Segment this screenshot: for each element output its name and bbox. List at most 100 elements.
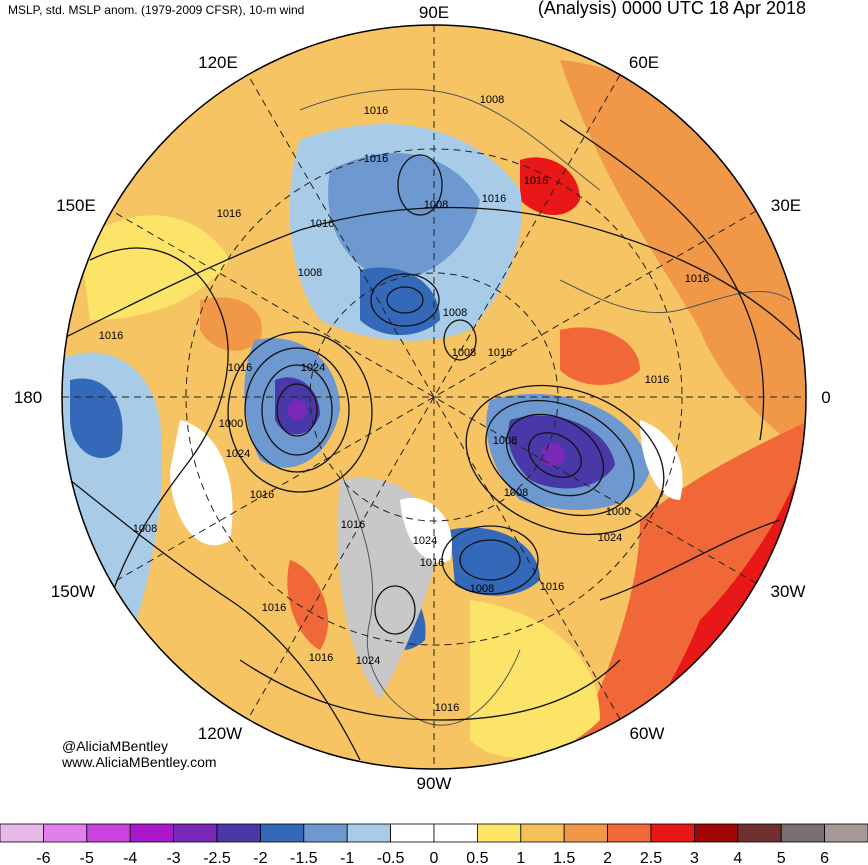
isobar [239,659,621,721]
colorbar-box [303,823,348,843]
lon-label-120w: 120W [198,724,242,743]
isobar-label: 1016 [217,208,241,220]
anomaly-warm-region [287,560,329,650]
colorbar-tick-label: 1.5 [553,850,575,865]
colorbar-boxes [0,823,868,843]
isobar-label: 1016 [540,581,564,593]
colorbar-box [780,823,826,843]
colorbar-box [43,823,88,843]
isobar-label: 1016 [482,193,506,205]
isobar-label: 1016 [99,330,123,342]
isobar [276,383,318,437]
isobar-label: 1000 [219,418,243,430]
colorbar-tick-label: -2 [253,850,267,865]
colorbar-tick-label: -6 [36,850,50,865]
colorbar-tick-label: 4 [733,850,742,865]
coastline [559,279,791,314]
isobar [374,585,416,635]
colorbar-box [650,823,695,843]
colorbar-tick-label: 6 [820,850,829,865]
isobar-label: 1016 [309,652,333,664]
anomaly-hot-region [520,157,580,215]
colorbar-tick-label: 3 [690,850,699,865]
colorbar-box [346,823,392,843]
isobar-label: 1024 [598,532,622,544]
anomaly-warm-region [200,297,262,351]
colorbar-tick-label: 5 [777,850,786,865]
colorbar-ticks: -6 -5 -4 -3 -2.5 -2 -1.5 -1 -0.5 0 0.5 1 1.5 2 2.5 3 4 5 6 [36,850,829,865]
isobar-label: 1024 [413,535,437,547]
colorbar-tick-label: -3 [166,850,180,865]
colorbar-tick-label: -5 [80,850,94,865]
anomaly-cool-region [450,527,540,596]
isobar-label: 1016 [341,519,365,531]
isobar [62,206,801,341]
isobar-label: 1016 [364,105,388,117]
lon-label-60w: 60W [630,724,665,743]
graticule [62,25,806,769]
colorbar: -6 -5 -4 -3 -2.5 -2 -1.5 -1 -0.5 0 0.5 1 1.5 2 2.5 3 4 5 6 [0,823,868,865]
isobar [485,399,635,517]
isobar [244,347,350,473]
colorbar-box [563,823,609,843]
colorbar-tick-label: -0.5 [377,850,405,865]
lon-label-60e: 60E [629,53,659,72]
isobar-label: 1000 [606,506,630,518]
isobar-label: 1008 [504,487,528,499]
isobar [89,247,229,601]
isobar-label: 1016 [524,175,548,187]
colorbar-box [433,823,478,843]
anomaly-warm-region [560,420,806,769]
isobar-label: 1016 [310,218,334,230]
colorbar-box [824,823,868,843]
isobar-label: 1024 [226,448,250,460]
anomaly-hot-region [620,470,800,760]
isobar-label: 1008 [493,435,517,447]
isobar-label: 1016 [645,374,669,386]
isobar-label: 1016 [262,602,286,614]
colorbar-box [216,823,261,843]
coastline [339,469,521,726]
polar-map: 1008 1016 1016 1008 1016 1016 1016 1008 1016 1016… [14,3,831,793]
isobar-label: 1016 [228,362,252,374]
lon-label-150w: 150W [51,582,95,601]
lon-label-30e: 30E [771,196,801,215]
lon-label-120e: 120E [198,53,238,72]
colorbar-box [694,823,739,843]
isobar [441,525,539,595]
colorbar-box [607,823,652,843]
colorbar-box [86,823,131,843]
isobar-label: 1024 [301,362,325,374]
isobars [62,119,801,761]
isobar [505,413,605,497]
anomaly-weak-warm [470,600,600,758]
isobar-label: 1016 [364,153,388,165]
meridian [111,210,757,584]
isobar-label: 1008 [443,307,467,319]
map-border [61,24,807,770]
isobar [370,273,440,327]
colorbar-box [259,823,305,843]
lon-label-180: 180 [14,388,42,407]
anomaly-warm-region [560,327,640,385]
credit-handle: @AliciaMBentley [62,738,169,754]
anomaly-minimum [287,400,307,420]
isobar-label: 1008 [470,583,494,595]
colorbar-box [737,823,782,843]
anomaly-weak-warm [80,215,230,320]
lon-label-90w: 90W [417,774,452,793]
coastline [299,88,601,191]
meridian [111,210,757,584]
lon-label-90e: 90E [419,3,449,22]
isobar-label: 1008 [480,94,504,106]
colorbar-tick-label: 0 [430,850,439,865]
colorbar-tick-label: -4 [123,850,137,865]
colorbar-box [520,823,565,843]
colorbar-tick-label: 1 [516,850,525,865]
isobar-label: 1016 [685,273,709,285]
isobar-label: 1008 [133,523,157,535]
isobar [261,364,333,456]
colorbar-tick-label: -1 [340,850,354,865]
lon-label-0: 0 [821,388,830,407]
colorbar-tick-label: -1.5 [290,850,318,865]
